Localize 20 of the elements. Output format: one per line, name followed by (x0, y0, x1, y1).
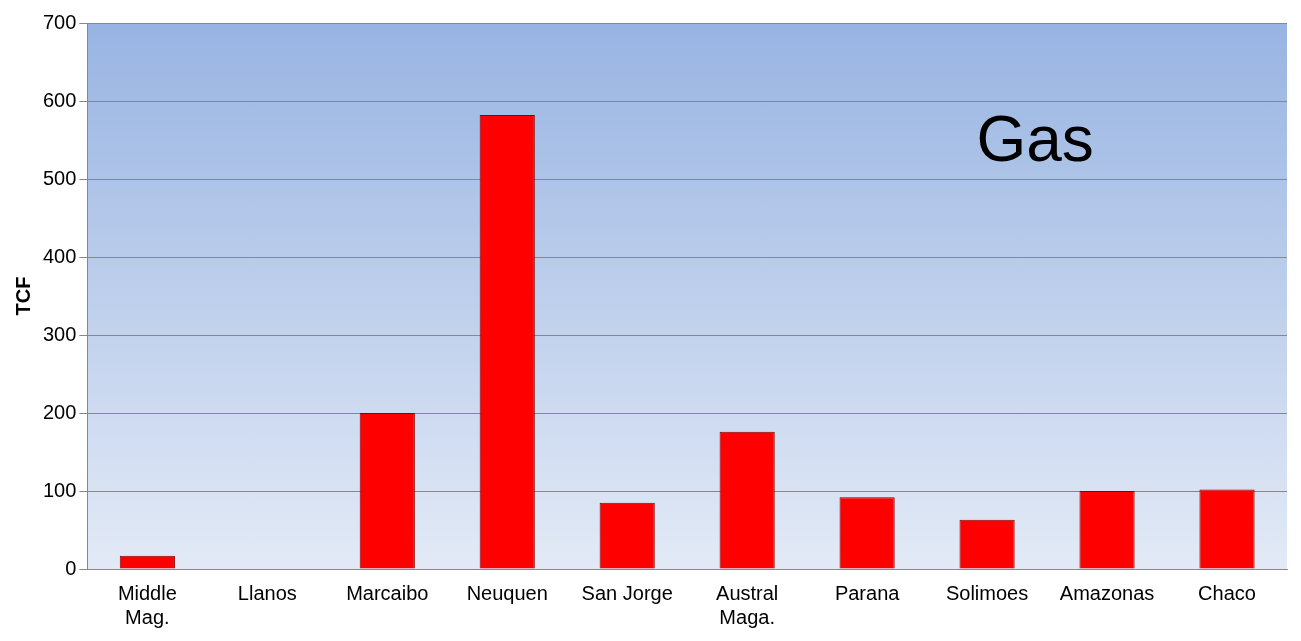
x-tick-label: Solimoes (945, 581, 1029, 604)
x-tick-label: Llanos (237, 581, 297, 604)
x-tick-label: Marcaibo (346, 581, 429, 604)
y-tick-label: 300 (42, 322, 77, 345)
y-tick-label: 0 (65, 556, 77, 579)
x-tick-label: Parana (834, 581, 901, 604)
y-tick-label: 400 (42, 244, 77, 267)
x-tick-label: Neuquen (466, 581, 548, 604)
y-tick-label: 100 (42, 478, 77, 501)
x-tick-label: Amazonas (1059, 581, 1155, 604)
y-tick-label: 700 (42, 10, 77, 33)
y-tick-label: 200 (42, 400, 77, 423)
x-tick-label: Chaco (1198, 581, 1256, 604)
x-tick-label: San Jorge (581, 581, 673, 604)
x-tick-label: Austral Maga. (716, 581, 779, 628)
y-tick-label: 500 (42, 166, 77, 189)
annotation: Gas (976, 102, 1094, 175)
y-axis-title: TCF (11, 276, 34, 316)
y-tick-label: 600 (42, 88, 77, 111)
x-tick-label: Middle Mag. (117, 581, 177, 628)
